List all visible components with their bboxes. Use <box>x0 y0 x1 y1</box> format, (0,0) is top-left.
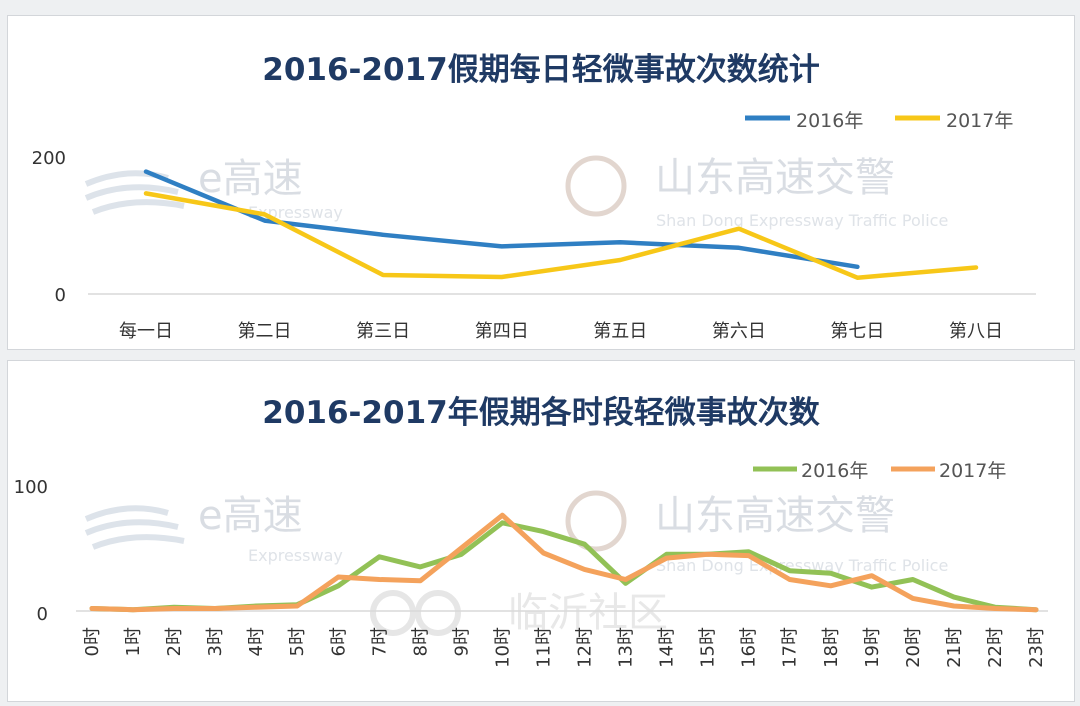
x-tick-label: 7时 <box>369 627 390 656</box>
x-tick-labels: 0时 1时 2时 3时 4时 5时 6时 7时 8时 9时 10时 11时 12时 13时 14时 15时 16… <box>82 627 1047 668</box>
x-tick-label: 11时 <box>533 627 554 668</box>
chart-title: 2016-2017假期每日轻微事故次数统计 <box>262 52 819 88</box>
hourly-chart-panel: e高速 Expressway 山东高速交警 Shan Dong Expressw… <box>7 360 1075 702</box>
watermark-police-emblem <box>565 490 627 552</box>
hourly-chart: e高速 Expressway 山东高速交警 Shan Dong Expressw… <box>14 395 1048 668</box>
x-tick-label: 18时 <box>821 627 842 668</box>
watermark-expressway-sub: Expressway <box>248 546 343 565</box>
x-tick-label: 5时 <box>287 627 308 656</box>
x-tick-label: 8时 <box>410 627 431 656</box>
x-tick-label: 23时 <box>1026 627 1047 668</box>
legend: 2016年 2017年 <box>753 460 1006 482</box>
x-tick-label: 19时 <box>862 627 883 668</box>
x-tick-label: 13时 <box>616 627 637 668</box>
x-tick-label: 0时 <box>82 627 103 656</box>
legend-label-2017: 2017年 <box>939 460 1006 482</box>
series-lines <box>89 512 1039 613</box>
daily-chart: e高速 Expressway 山东高速交警 Shan Dong Expressw… <box>32 52 1036 342</box>
x-tick-labels: 每一日 第二日 第三日 第四日 第五日 第六日 第七日 第八日 <box>119 321 1003 342</box>
x-tick-label: 12时 <box>575 627 596 668</box>
x-tick-label: 第四日 <box>475 321 529 342</box>
y-tick-100: 100 <box>14 477 48 498</box>
watermark-expressway-text: e高速 <box>198 493 303 539</box>
x-tick-label: 2时 <box>164 627 185 656</box>
x-tick-label: 3时 <box>205 627 226 656</box>
watermark-police-text: 山东高速交警 <box>655 493 895 539</box>
x-tick-label: 10时 <box>492 627 513 668</box>
x-tick-label: 第五日 <box>593 321 647 342</box>
x-tick-label: 16时 <box>739 627 760 668</box>
y-tick-0: 0 <box>37 604 48 625</box>
watermark-police-sub: Shan Dong Expressway Traffic Police <box>656 556 948 575</box>
x-tick-label: 第八日 <box>949 321 1003 342</box>
x-tick-label: 21时 <box>944 627 965 668</box>
y-tick-0: 0 <box>55 285 66 306</box>
x-tick-label: 第三日 <box>356 321 410 342</box>
watermark-community-logo <box>370 590 461 636</box>
series-line-2017 <box>143 191 979 280</box>
x-tick-label: 每一日 <box>119 321 173 342</box>
x-tick-label: 20时 <box>903 627 924 668</box>
series-line-2017 <box>89 512 1039 613</box>
watermark-community-text: 临沂社区 <box>508 590 668 636</box>
daily-chart-panel: e高速 Expressway 山东高速交警 Shan Dong Expressw… <box>7 15 1075 350</box>
watermark-police-text: 山东高速交警 <box>655 155 895 201</box>
x-tick-label: 6时 <box>328 627 349 656</box>
y-tick-200: 200 <box>32 148 66 169</box>
legend-label-2016: 2016年 <box>801 460 868 482</box>
x-tick-label: 1时 <box>123 627 144 656</box>
x-tick-label: 15时 <box>698 627 719 668</box>
watermark-police-sub: Shan Dong Expressway Traffic Police <box>656 211 948 230</box>
watermark-expressway-logo <box>84 505 185 550</box>
series-line-2016 <box>143 169 860 270</box>
x-tick-label: 9时 <box>451 627 472 656</box>
x-tick-label: 4时 <box>246 627 267 656</box>
legend: 2016年 2017年 <box>745 110 1013 132</box>
x-tick-label: 第六日 <box>712 321 766 342</box>
legend-label-2017: 2017年 <box>946 110 1013 132</box>
x-tick-label: 第二日 <box>238 321 292 342</box>
watermark-police-emblem <box>565 155 627 217</box>
series-lines <box>143 169 979 280</box>
chart-title: 2016-2017年假期各时段轻微事故次数 <box>262 395 819 431</box>
x-tick-label: 22时 <box>985 627 1006 668</box>
legend-label-2016: 2016年 <box>796 110 863 132</box>
x-tick-label: 第七日 <box>830 321 884 342</box>
x-tick-label: 17时 <box>780 627 801 668</box>
watermark-expressway-text: e高速 <box>198 156 303 202</box>
x-tick-label: 14时 <box>657 627 678 668</box>
